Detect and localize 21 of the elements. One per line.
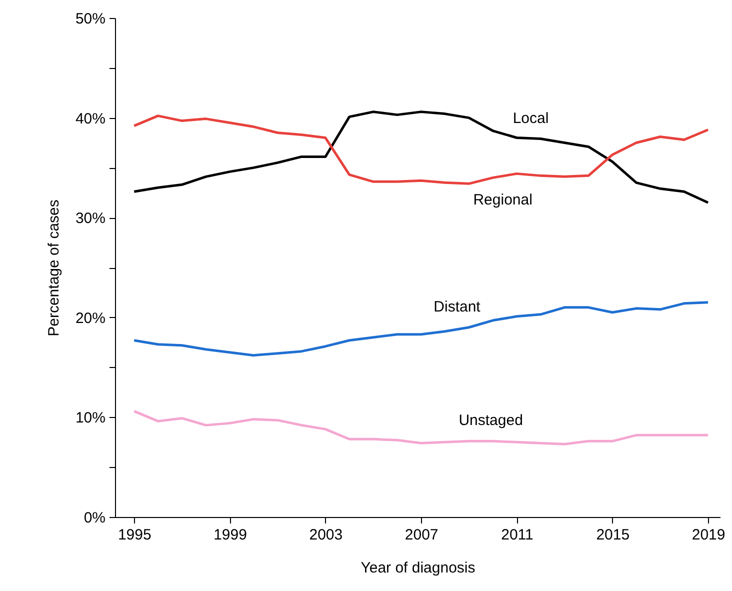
series-label: Unstaged [458, 412, 523, 430]
x-tick-label: 2007 [404, 526, 438, 544]
y-tick-label: 30% [75, 210, 106, 228]
line-series [132, 301, 710, 357]
line-series [132, 410, 710, 446]
x-tick-label: 1999 [214, 526, 247, 544]
x-axis-title: Year of diagnosis [360, 560, 476, 576]
y-tick-label: 20% [75, 310, 106, 327]
y-tick-label: 0% [84, 510, 106, 526]
y-axis-title: Percentage of cases [45, 200, 62, 336]
x-tick-label: 1995 [118, 526, 152, 544]
x-tick-label: 2003 [309, 526, 343, 544]
x-tick-label: 2015 [596, 526, 630, 544]
series-label: Regional [473, 192, 532, 209]
x-tick-label: 2011 [501, 526, 534, 544]
x-tick-label: 2019 [692, 526, 726, 544]
series-label: Distant [434, 298, 482, 316]
y-tick-label: 10% [75, 410, 106, 427]
series-label: Local [512, 110, 549, 127]
y-tick-label: 50% [75, 10, 106, 28]
y-tick-label: 40% [75, 110, 106, 128]
